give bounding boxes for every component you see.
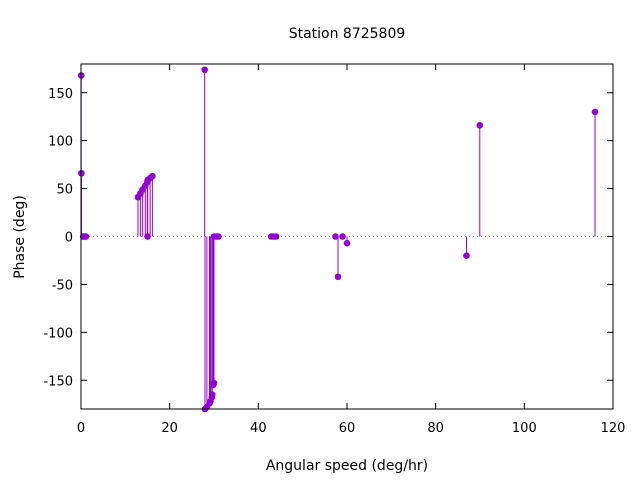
y-tick-label: -50 (52, 278, 73, 293)
plot-area: 0 20 40 60 80 100 120 -150 -100 -50 0 50 100 150 (43, 64, 625, 436)
data-point (208, 391, 216, 398)
x-tick-label: 40 (250, 421, 267, 436)
x-tick-label: 0 (77, 421, 85, 436)
data-point (272, 233, 280, 240)
data-point (343, 239, 351, 247)
x-axis-label: Angular speed (deg/hr) (266, 458, 428, 474)
y-tick-label: 0 (65, 231, 73, 246)
plot-frame (80, 63, 614, 410)
x-tick-label: 80 (427, 421, 444, 436)
data-point (215, 233, 222, 240)
data-point (82, 233, 90, 240)
data-point (476, 122, 484, 129)
chart-title: Station 8725809 (289, 26, 406, 42)
data-point (201, 66, 208, 74)
data-point (463, 252, 470, 259)
y-tick-label: -100 (43, 326, 73, 341)
data-point (210, 379, 218, 387)
y-axis-label: Phase (deg) (12, 195, 28, 279)
data-point (332, 233, 339, 240)
x-tick-label: 20 (161, 421, 178, 436)
data-point (591, 108, 599, 116)
data-point (149, 172, 156, 180)
y-tick-label: 150 (48, 87, 73, 102)
x-tick-label: 60 (339, 421, 356, 436)
y-tick-label: 100 (48, 135, 73, 150)
data-point (334, 273, 342, 281)
x-tick-label: 100 (512, 421, 537, 436)
data-point (339, 233, 346, 240)
x-tick-label: 120 (601, 421, 626, 436)
y-tick-label: -150 (43, 374, 73, 389)
y-tick-label: 50 (56, 183, 73, 198)
